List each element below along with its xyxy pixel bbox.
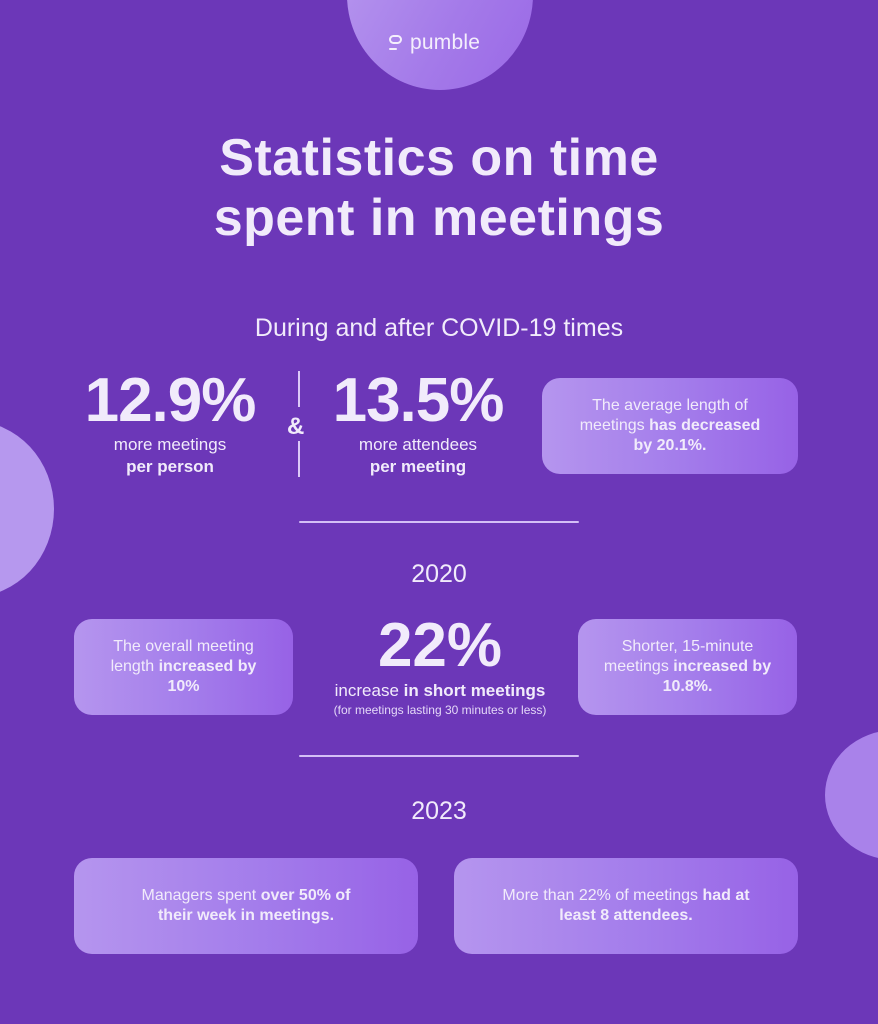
section-2023-heading: 2023	[411, 797, 467, 825]
divider-vertical	[298, 441, 300, 477]
card-overall-length: The overall meeting length increased by …	[74, 619, 293, 715]
title-line-1: Statistics on time	[219, 129, 659, 187]
stat-more-attendees: 13.5% more attendees per meeting	[318, 370, 518, 478]
section-2020-heading: 2020	[411, 560, 467, 588]
card-text-bold: increased by 10.8%.	[662, 658, 772, 695]
card-text-bold: had at least 8 attendees.	[559, 887, 750, 924]
stat-note: (for meetings lasting 30 minutes or less…	[333, 703, 547, 717]
card-managers-time: Managers spent over 50% of their week in…	[74, 858, 418, 954]
stat-label: more attendees	[358, 435, 478, 454]
card-text: The overall meeting length	[110, 638, 254, 675]
ampersand-connector: &	[287, 413, 305, 440]
stat-short-meetings: 22% increase in short meetings (for meet…	[300, 614, 580, 718]
section-covid-heading: During and after COVID-19 times	[254, 314, 624, 342]
stat-value: 12.9%	[84, 366, 257, 435]
card-meeting-attendees: More than 22% of meetings had at least 8…	[454, 858, 798, 954]
card-text: More than 22% of meetings	[502, 887, 703, 904]
pumble-chat-bubble-icon	[388, 33, 404, 53]
divider-horizontal	[299, 521, 579, 523]
page-title: Statistics on time spent in meetings	[0, 128, 878, 248]
divider-vertical	[298, 371, 300, 407]
card-text-bold: increased by 10%	[158, 658, 257, 695]
stat-label: increase in short meetings	[334, 681, 546, 700]
decorative-circle-right	[825, 730, 878, 860]
brand-name: pumble	[410, 31, 481, 54]
stat-value: 13.5%	[332, 366, 505, 435]
stat-label-bold: per person	[126, 457, 214, 476]
stat-value: 22%	[377, 611, 503, 680]
card-text-bold: has decreased by 20.1%.	[633, 417, 761, 454]
card-text: Managers spent	[141, 887, 261, 904]
divider-horizontal	[299, 755, 579, 757]
card-average-length: The average length of meetings has decre…	[542, 378, 798, 474]
brand-logo: pumble	[388, 31, 480, 55]
card-text-bold: over 50% of their week in meetings.	[157, 887, 351, 924]
stat-label-bold: per meeting	[369, 457, 467, 476]
card-text: Shorter, 15-minute meetings	[603, 638, 754, 675]
card-text: The average length of meetings	[579, 397, 748, 434]
stat-label: more meetings	[113, 435, 227, 454]
card-15-minute-meetings: Shorter, 15-minute meetings increased by…	[578, 619, 797, 715]
stat-more-meetings: 12.9% more meetings per person	[70, 370, 270, 478]
title-line-2: spent in meetings	[213, 189, 665, 247]
